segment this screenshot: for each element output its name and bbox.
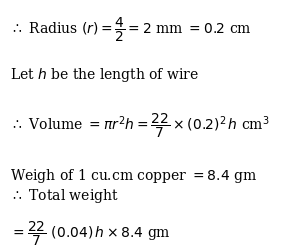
Text: $\therefore$ Total weight: $\therefore$ Total weight [10,186,119,204]
Text: Let $h$ be the length of wire: Let $h$ be the length of wire [10,66,199,84]
Text: $\therefore$ Volume $= \pi r^2 h = \dfrac{22}{7} \times (0.2)^2\, h$ cm$^3$: $\therefore$ Volume $= \pi r^2 h = \dfra… [10,111,270,139]
Text: $\therefore$ Radius $(r) = \dfrac{4}{2} = 2$ mm $= 0.2$ cm: $\therefore$ Radius $(r) = \dfrac{4}{2} … [10,16,252,44]
Text: Weigh of 1 cu.cm copper $= 8.4$ gm: Weigh of 1 cu.cm copper $= 8.4$ gm [10,166,258,184]
Text: $= \dfrac{22}{7}$ $(0.04)\, h \times 8.4$ gm: $= \dfrac{22}{7}$ $(0.04)\, h \times 8.4… [10,218,171,246]
